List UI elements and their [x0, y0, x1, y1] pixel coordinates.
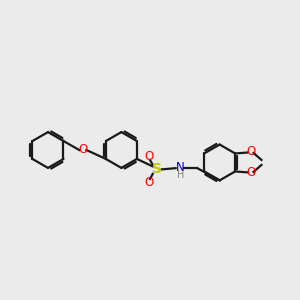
Text: N: N: [176, 161, 184, 174]
Text: O: O: [246, 146, 255, 158]
Text: S: S: [152, 162, 162, 176]
Text: O: O: [78, 143, 87, 157]
Text: H: H: [177, 170, 184, 180]
Text: O: O: [144, 176, 153, 189]
Text: O: O: [144, 150, 153, 163]
Text: O: O: [246, 167, 255, 179]
